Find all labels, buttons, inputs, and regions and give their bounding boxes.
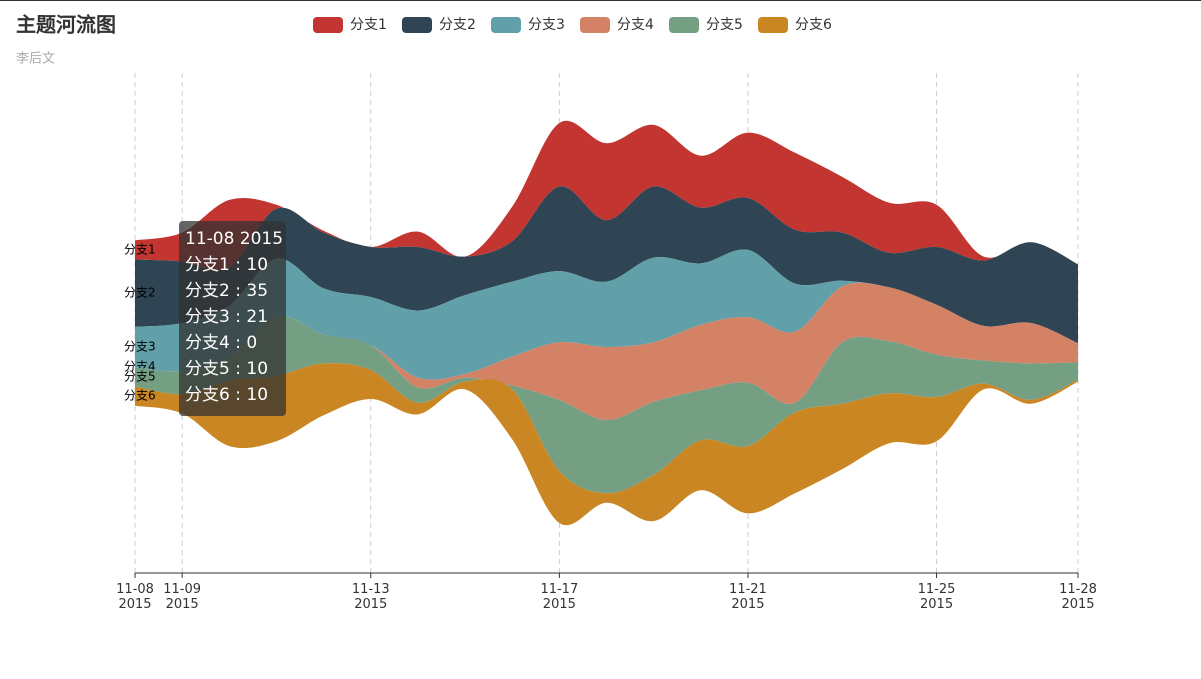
- x-tick-label-line: 11-09: [163, 582, 201, 597]
- x-tick-label-line: 2015: [543, 597, 576, 612]
- river-band: [135, 282, 1078, 421]
- x-tick-label: 11-08 2015: [116, 582, 154, 612]
- tooltip-row: 分支1 : 10: [185, 252, 280, 278]
- legend-label: 分支4: [617, 17, 654, 33]
- chart-title: 主题河流图: [16, 13, 116, 37]
- tooltip-row: 11-08 2015: [185, 226, 284, 252]
- legend-swatch: [313, 17, 343, 33]
- tooltip-row: 分支4 : 0: [185, 330, 280, 356]
- x-tick-label-line: 2015: [1061, 597, 1094, 612]
- river-band: [135, 186, 1078, 344]
- tooltip-value: 10: [246, 255, 269, 275]
- band-label: 分支1: [124, 242, 156, 256]
- x-tick-label: 11-13 2015: [352, 582, 390, 612]
- x-tick-label-line: 11-21: [729, 582, 767, 597]
- x-tick-label-line: 2015: [920, 597, 953, 612]
- river-band: [135, 120, 1078, 271]
- tooltip-sep: :: [229, 359, 247, 379]
- x-tick-label-line: 11-08: [116, 582, 154, 597]
- tooltip-sep: :: [229, 333, 247, 353]
- legend-label: 分支5: [706, 17, 743, 33]
- tooltip-row: 分支3 : 21: [185, 304, 280, 330]
- x-tick-label-line: 11-13: [352, 582, 390, 597]
- legend-label: 分支2: [439, 17, 476, 33]
- tooltip-series: 分支2: [185, 281, 230, 301]
- tooltip-series: 分支4: [185, 333, 230, 353]
- tooltip-sep: :: [229, 281, 247, 301]
- legend-swatch: [402, 17, 432, 33]
- tooltip-series: 分支5: [185, 359, 230, 379]
- tooltip-sep: :: [229, 307, 247, 327]
- legend-swatch: [758, 17, 788, 33]
- x-tick-label-line: 2015: [731, 597, 764, 612]
- x-tick-label-line: 11-17: [540, 582, 578, 597]
- x-tick-label-line: 2015: [166, 597, 199, 612]
- legend-label: 分支3: [528, 17, 565, 33]
- tooltip-value: 0: [246, 333, 258, 353]
- tooltip-value: 10: [246, 385, 269, 405]
- band-label: 分支2: [124, 286, 156, 300]
- legend-label: 分支6: [795, 17, 832, 33]
- legend-label: 分支1: [350, 17, 387, 33]
- x-tick-label: 11-17 2015: [540, 582, 578, 612]
- band-label: 分支3: [124, 340, 156, 354]
- x-tick-label-line: 2015: [354, 597, 387, 612]
- chart-subtitle: 李后文: [16, 52, 55, 67]
- tooltip-value: 35: [246, 281, 269, 301]
- x-tick-label-line: 11-25: [918, 582, 956, 597]
- legend-swatch: [669, 17, 699, 33]
- legend-swatch: [580, 17, 610, 33]
- tooltip-sep: :: [229, 255, 247, 275]
- x-tick-label: 11-09 2015: [163, 582, 201, 612]
- river-band: [135, 249, 1078, 380]
- tooltip-row: 分支5 : 10: [185, 356, 280, 382]
- tooltip-value: 21: [246, 307, 269, 327]
- tooltip: 11-08 2015 分支1 : 10 分支2 : 35 分支3 : 21 分支4 : …: [179, 221, 286, 416]
- tooltip-row: 分支2 : 35: [185, 278, 280, 304]
- tooltip-series: 分支3: [185, 307, 230, 327]
- x-tick-label-line: 11-28: [1059, 582, 1097, 597]
- tooltip-title: 11-08 2015: [185, 229, 284, 249]
- x-tick-label-line: 2015: [118, 597, 151, 612]
- x-tick-label: 11-28 2015: [1059, 582, 1097, 612]
- legend-swatch: [491, 17, 521, 33]
- x-tick-label: 11-25 2015: [918, 582, 956, 612]
- band-label: 分支5: [124, 369, 156, 383]
- river-band: [135, 315, 1078, 494]
- x-tick-label: 11-21 2015: [729, 582, 767, 612]
- tooltip-row: 分支6 : 10: [185, 382, 280, 408]
- tooltip-sep: :: [229, 385, 247, 405]
- tooltip-series: 分支1: [185, 255, 230, 275]
- band-label: 分支6: [124, 389, 156, 403]
- tooltip-series: 分支6: [185, 385, 230, 405]
- tooltip-value: 10: [246, 359, 269, 379]
